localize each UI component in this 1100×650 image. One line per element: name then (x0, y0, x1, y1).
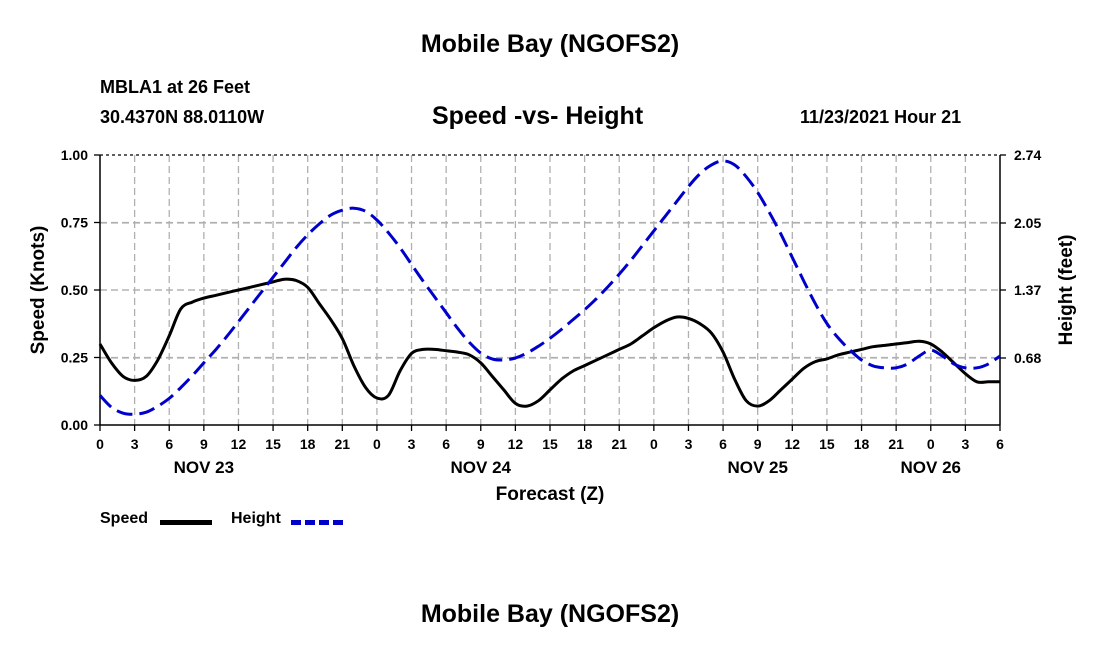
legend-speed-label: Speed (100, 510, 149, 527)
chart-subtitle: Speed -vs- Height (432, 102, 644, 130)
x-tick-label: 6 (996, 436, 1004, 452)
x-tick-label: 9 (477, 436, 485, 452)
grid-lines (100, 155, 1000, 425)
y-tick-label: 0.25 (61, 350, 88, 366)
legend-height-label: Height (231, 510, 281, 527)
y-axis-title: Speed (Knots) (28, 226, 49, 355)
station-coordinates: 30.4370N 88.0110W (100, 107, 265, 127)
x-tick-label: 18 (300, 436, 316, 452)
x-tick-label: 21 (888, 436, 904, 452)
x-tick-label: 0 (927, 436, 935, 452)
date-label: NOV 25 (727, 458, 787, 477)
footer-title: Mobile Bay (NGOFS2) (420, 600, 680, 628)
x-tick-label: 0 (373, 436, 381, 452)
x-tick-label: 18 (854, 436, 870, 452)
series-lines (98, 159, 1001, 416)
x-tick-label: 15 (265, 436, 281, 452)
y2-axis-title: Height (feet) (1056, 235, 1077, 346)
x-tick-label: 3 (961, 436, 969, 452)
x-tick-label: 6 (442, 436, 450, 452)
x-tick-label: 12 (508, 436, 524, 452)
y-tick-label: 0.00 (61, 417, 88, 433)
legend-height-swatch (291, 520, 343, 525)
y-tick-label: 0.75 (61, 215, 88, 231)
forecast-datetime: 11/23/2021 Hour 21 (800, 107, 962, 127)
x-tick-label: 6 (165, 436, 173, 452)
axis-labels: Forecast (Z) Speed (Knots) Height (feet)… (28, 147, 1077, 505)
x-tick-label: 21 (335, 436, 351, 452)
x-tick-label: 3 (408, 436, 416, 452)
y2-tick-label: 2.74 (1014, 147, 1041, 163)
date-label: NOV 23 (174, 458, 234, 477)
y2-tick-label: 0.68 (1014, 350, 1041, 366)
x-tick-label: 9 (200, 436, 208, 452)
date-label: NOV 26 (901, 458, 961, 477)
x-tick-label: 6 (719, 436, 727, 452)
height-series-line (98, 159, 1001, 416)
x-tick-label: 3 (685, 436, 693, 452)
x-tick-label: 9 (754, 436, 762, 452)
date-label: NOV 24 (451, 458, 512, 477)
x-tick-label: 21 (611, 436, 627, 452)
axes (94, 154, 1006, 431)
x-tick-label: 15 (542, 436, 558, 452)
x-tick-label: 0 (96, 436, 104, 452)
x-tick-label: 0 (650, 436, 658, 452)
x-tick-label: 12 (785, 436, 801, 452)
y-tick-label: 1.00 (61, 147, 88, 163)
chart-title: Mobile Bay (NGOFS2) (420, 30, 680, 58)
legend-speed-swatch (160, 520, 212, 525)
y-tick-label: 0.50 (61, 282, 88, 298)
station-label: MBLA1 at 26 Feet (100, 77, 251, 97)
x-tick-label: 18 (577, 436, 593, 452)
y2-tick-label: 2.05 (1014, 215, 1041, 231)
y2-tick-label: 1.37 (1014, 282, 1041, 298)
x-axis-title: Forecast (Z) (496, 484, 605, 505)
x-tick-label: 3 (131, 436, 139, 452)
x-tick-label: 12 (231, 436, 247, 452)
x-tick-label: 15 (819, 436, 835, 452)
